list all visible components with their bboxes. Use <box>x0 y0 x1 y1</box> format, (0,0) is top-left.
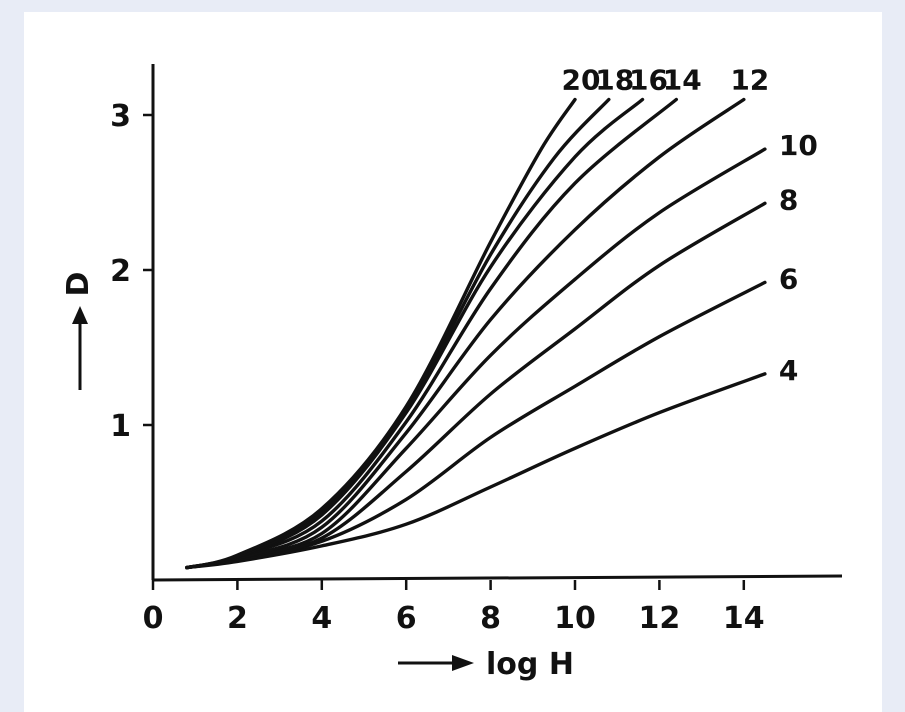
curves <box>185 97 767 570</box>
x-tick-label-12: 12 <box>639 601 681 636</box>
series-label-18: 18 <box>595 64 634 97</box>
x-tick-label-0: 0 <box>143 601 164 636</box>
curve-14 <box>185 97 678 570</box>
chart-panel: 0 2 4 6 8 10 12 14 1 2 3 4 6 8 10 12 14 16 18 20 D log H <box>24 12 882 712</box>
x-tick-label-8: 8 <box>480 601 501 636</box>
curve-10 <box>185 147 767 570</box>
series-label-4: 4 <box>779 354 798 387</box>
series-label-10: 10 <box>779 129 818 162</box>
series-label-20: 20 <box>562 64 601 97</box>
x-tick-label-10: 10 <box>554 601 596 636</box>
series-label-8: 8 <box>779 183 798 216</box>
series-label-6: 6 <box>779 262 798 295</box>
x-tick-label-6: 6 <box>396 601 417 636</box>
y-tick-label-1: 1 <box>110 409 131 444</box>
series-label-12: 12 <box>730 64 769 97</box>
y-axis-title: D <box>61 272 96 297</box>
curve-6 <box>185 280 767 570</box>
curve-4 <box>185 372 767 570</box>
y-tick-label-2: 2 <box>110 254 131 289</box>
x-axis-title: log H <box>486 647 574 682</box>
x-tick-label-2: 2 <box>227 601 248 636</box>
curve-16 <box>185 97 645 570</box>
y-axis-arrowhead <box>72 306 88 324</box>
series-label-16: 16 <box>629 64 668 97</box>
x-axis-line <box>152 574 843 582</box>
x-tick-label-4: 4 <box>311 601 332 636</box>
y-tick-label-3: 3 <box>110 99 131 134</box>
x-tick-label-14: 14 <box>723 601 765 636</box>
curve-20 <box>185 97 577 570</box>
curve-18 <box>185 97 611 570</box>
x-axis-arrowhead <box>452 655 474 671</box>
curve-12 <box>185 97 746 570</box>
curve-8 <box>185 201 767 570</box>
series-label-14: 14 <box>663 64 702 97</box>
